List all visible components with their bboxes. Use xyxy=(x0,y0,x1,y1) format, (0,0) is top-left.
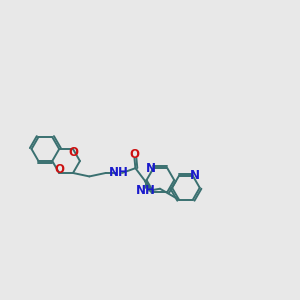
Text: O: O xyxy=(68,146,78,159)
Text: NH: NH xyxy=(109,167,129,179)
Text: O: O xyxy=(129,148,140,161)
Text: O: O xyxy=(54,163,64,176)
Text: N: N xyxy=(190,169,200,182)
Text: N: N xyxy=(146,162,156,175)
Text: NH: NH xyxy=(136,184,155,197)
